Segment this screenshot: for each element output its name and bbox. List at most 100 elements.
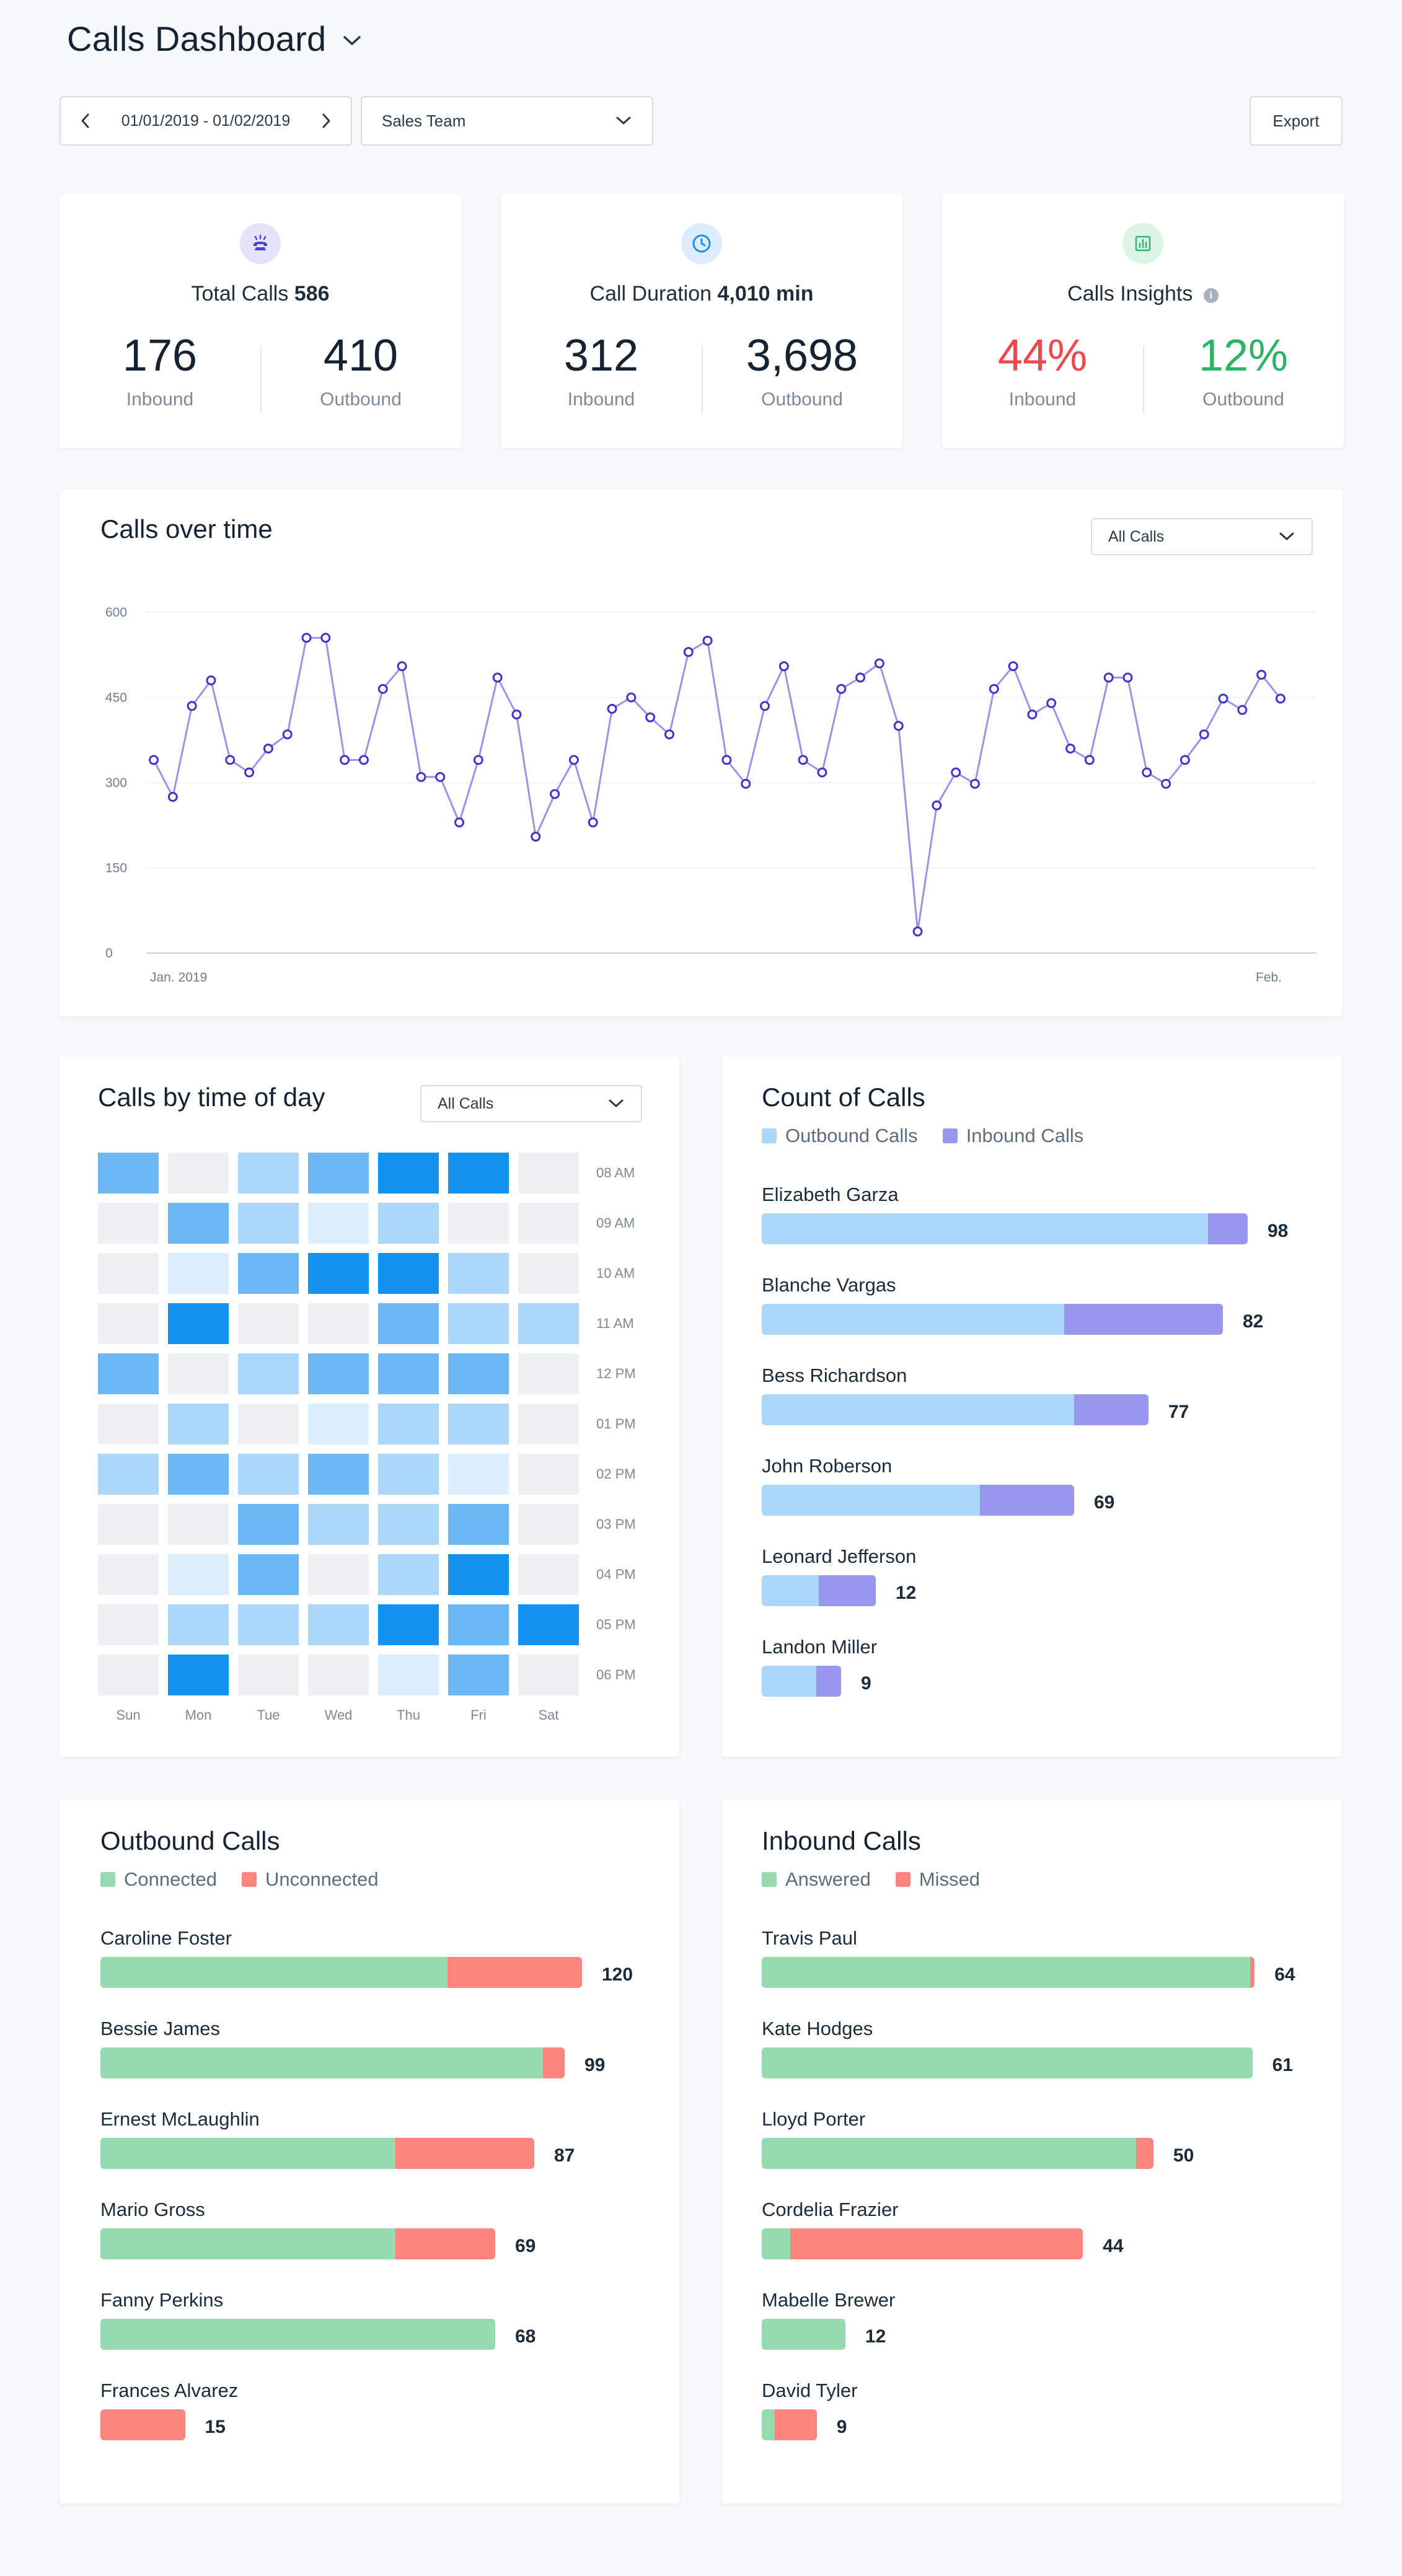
bar-row[interactable]: Leonard Jefferson 12 bbox=[762, 1545, 1307, 1614]
bar[interactable] bbox=[100, 2047, 565, 2078]
data-point[interactable] bbox=[377, 684, 388, 694]
heatmap-cell[interactable] bbox=[168, 1554, 229, 1595]
data-point[interactable] bbox=[340, 755, 350, 765]
data-point[interactable] bbox=[263, 744, 273, 754]
data-point[interactable] bbox=[550, 789, 560, 799]
data-point[interactable] bbox=[492, 672, 503, 683]
data-point[interactable] bbox=[932, 800, 942, 811]
heatmap-cell[interactable] bbox=[238, 1504, 299, 1545]
bar[interactable] bbox=[762, 1213, 1248, 1244]
data-point[interactable] bbox=[645, 712, 656, 723]
data-point[interactable] bbox=[282, 729, 293, 740]
heatmap-cell[interactable] bbox=[378, 1404, 439, 1444]
data-point[interactable] bbox=[855, 672, 866, 683]
heatmap-cell[interactable] bbox=[168, 1303, 229, 1344]
data-point[interactable] bbox=[1027, 710, 1038, 719]
chevron-right-icon[interactable] bbox=[320, 112, 332, 130]
bar-row[interactable]: Blanche Vargas 82 bbox=[762, 1274, 1307, 1342]
heatmap-cell[interactable] bbox=[168, 1353, 229, 1394]
bar-row[interactable]: Frances Alvarez 15 bbox=[100, 2380, 646, 2448]
heatmap-cell[interactable] bbox=[98, 1303, 159, 1344]
calls-filter-select[interactable]: All Calls bbox=[1091, 518, 1313, 555]
info-icon[interactable]: i bbox=[1203, 288, 1219, 303]
heatmap-cell[interactable] bbox=[378, 1504, 439, 1545]
bar[interactable] bbox=[762, 1485, 1074, 1516]
heatmap-cell[interactable] bbox=[168, 1404, 229, 1444]
data-point[interactable] bbox=[760, 701, 770, 711]
heatmap-cell[interactable] bbox=[168, 1454, 229, 1495]
data-point[interactable] bbox=[893, 721, 904, 731]
data-point[interactable] bbox=[320, 633, 331, 643]
bar[interactable] bbox=[762, 2319, 845, 2350]
bar[interactable] bbox=[762, 1957, 1255, 1988]
bar[interactable] bbox=[762, 2047, 1253, 2078]
data-point[interactable] bbox=[1122, 672, 1133, 683]
heatmap-cell[interactable] bbox=[378, 1454, 439, 1495]
heatmap-cell[interactable] bbox=[98, 1554, 159, 1595]
data-point[interactable] bbox=[1218, 693, 1228, 704]
heatmap-cell[interactable] bbox=[308, 1655, 369, 1695]
heatmap-cell[interactable] bbox=[238, 1353, 299, 1394]
heatmap-cell[interactable] bbox=[518, 1604, 579, 1645]
heatmap-cell[interactable] bbox=[168, 1253, 229, 1294]
bar-row[interactable]: Travis Paul 64 bbox=[762, 1927, 1307, 1995]
export-button[interactable]: Export bbox=[1250, 96, 1342, 146]
bar[interactable] bbox=[100, 1957, 582, 1988]
data-point[interactable] bbox=[1161, 778, 1171, 789]
heatmap-cell[interactable] bbox=[98, 1404, 159, 1444]
heatmap-cell[interactable] bbox=[98, 1604, 159, 1645]
bar-row[interactable]: Fanny Perkins 68 bbox=[100, 2289, 646, 2357]
data-point[interactable] bbox=[1084, 755, 1095, 765]
data-point[interactable] bbox=[588, 817, 598, 828]
heatmap-cell[interactable] bbox=[308, 1454, 369, 1495]
data-point[interactable] bbox=[912, 926, 923, 937]
data-point[interactable] bbox=[511, 710, 522, 719]
heatmap-cell[interactable] bbox=[448, 1554, 509, 1595]
bar[interactable] bbox=[100, 2319, 495, 2350]
data-point[interactable] bbox=[969, 778, 980, 789]
data-point[interactable] bbox=[778, 661, 789, 672]
heatmap-cell[interactable] bbox=[98, 1353, 159, 1394]
data-point[interactable] bbox=[836, 684, 847, 694]
heatmap-cell[interactable] bbox=[378, 1353, 439, 1394]
heatmap-cell[interactable] bbox=[378, 1253, 439, 1294]
data-point[interactable] bbox=[989, 684, 999, 694]
data-point[interactable] bbox=[187, 701, 197, 711]
bar-row[interactable]: Lloyd Porter 50 bbox=[762, 2108, 1307, 2176]
heatmap-cell[interactable] bbox=[518, 1303, 579, 1344]
data-point[interactable] bbox=[607, 703, 617, 714]
data-point[interactable] bbox=[531, 832, 541, 842]
bar-row[interactable]: David Tyler 9 bbox=[762, 2380, 1307, 2448]
heatmap-cell[interactable] bbox=[98, 1454, 159, 1495]
bar-row[interactable]: Elizabeth Garza 98 bbox=[762, 1184, 1307, 1252]
heatmap-cell[interactable] bbox=[308, 1504, 369, 1545]
data-point[interactable] bbox=[568, 755, 579, 765]
data-point[interactable] bbox=[741, 778, 751, 789]
heatmap-cell[interactable] bbox=[98, 1203, 159, 1244]
data-point[interactable] bbox=[1065, 744, 1076, 754]
data-point[interactable] bbox=[664, 729, 674, 740]
bar-row[interactable]: Kate Hodges 61 bbox=[762, 2018, 1307, 2086]
data-point[interactable] bbox=[1237, 705, 1248, 715]
data-point[interactable] bbox=[1008, 661, 1018, 672]
data-point[interactable] bbox=[702, 635, 713, 646]
heatmap-cell[interactable] bbox=[378, 1604, 439, 1645]
heatmap-cell[interactable] bbox=[518, 1554, 579, 1595]
bar[interactable] bbox=[762, 1666, 841, 1697]
data-point[interactable] bbox=[416, 771, 426, 782]
bar-row[interactable]: Bessie James 99 bbox=[100, 2018, 646, 2086]
bar-row[interactable]: Landon Miller 9 bbox=[762, 1636, 1307, 1704]
bar[interactable] bbox=[762, 1394, 1148, 1425]
heatmap-cell[interactable] bbox=[238, 1655, 299, 1695]
bar-row[interactable]: Mabelle Brewer 12 bbox=[762, 2289, 1307, 2357]
heatmap-cell[interactable] bbox=[308, 1404, 369, 1444]
heatmap-cell[interactable] bbox=[448, 1153, 509, 1193]
data-point[interactable] bbox=[1276, 693, 1285, 704]
heatmap-cell[interactable] bbox=[168, 1655, 229, 1695]
data-point[interactable] bbox=[1199, 729, 1209, 740]
time-of-day-filter-select[interactable]: All Calls bbox=[420, 1085, 642, 1122]
heatmap-cell[interactable] bbox=[518, 1454, 579, 1495]
heatmap-cell[interactable] bbox=[448, 1604, 509, 1645]
heatmap-cell[interactable] bbox=[308, 1604, 369, 1645]
heatmap-cell[interactable] bbox=[308, 1253, 369, 1294]
